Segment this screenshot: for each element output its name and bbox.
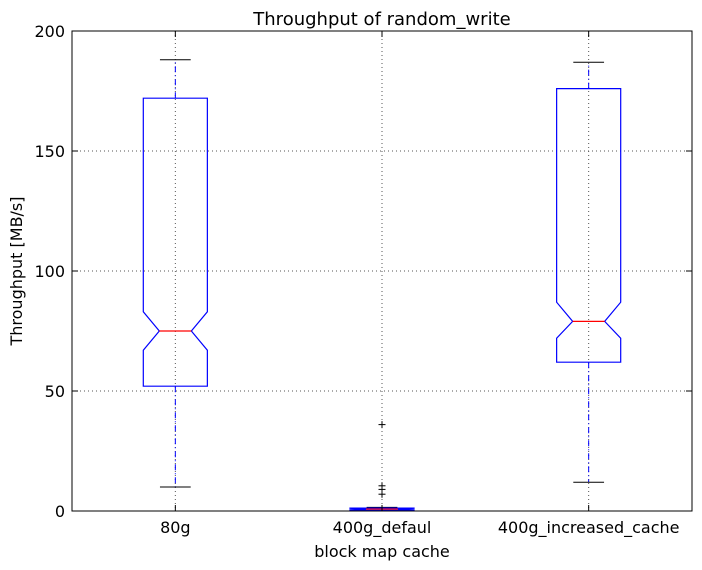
x-axis-label: block map cache [314,542,450,561]
y-axis: 0 50 100 150 200 [34,22,692,521]
y-tick-label: 0 [55,502,65,521]
notched-box [349,507,415,511]
box-400g_defaul [349,421,415,512]
box-400g_increased_cache [556,61,622,483]
x-tick-label: 400g_defaul [333,518,432,538]
x-tick-label: 400g_increased_cache [498,518,680,538]
notched-box [142,97,208,387]
box-80g [142,59,208,488]
x-axis: 80g 400g_defaul 400g_increased_cache [160,31,680,538]
y-axis-label: Throughput [MB/s] [7,196,26,346]
y-tick-label: 50 [45,382,65,401]
y-tick-label: 150 [34,142,65,161]
x-tick-label: 80g [160,518,191,537]
chart-title: Throughput of random_write [252,9,510,30]
y-tick-label: 200 [34,22,65,41]
y-tick-label: 100 [34,262,65,281]
notched-box [556,87,622,363]
grid-lines [72,31,692,511]
